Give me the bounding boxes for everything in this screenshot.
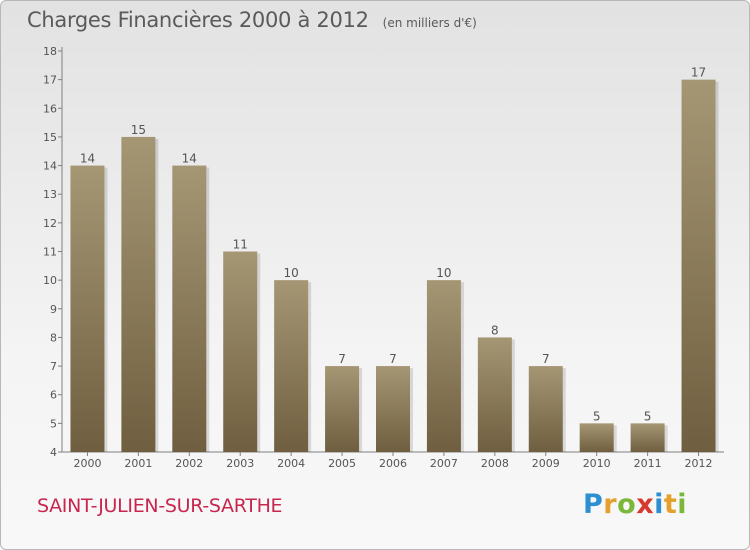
bar (681, 79, 716, 453)
x-tick-label: 2005 (328, 457, 356, 470)
y-tick-label: 11 (43, 246, 57, 259)
bar (477, 337, 512, 452)
data-label: 14 (80, 152, 95, 166)
y-tick-label: 13 (43, 188, 57, 201)
y-tick-label: 16 (43, 102, 57, 115)
x-tick-label: 2000 (73, 457, 101, 470)
data-label: 10 (436, 266, 451, 280)
x-tick-label: 2006 (379, 457, 407, 470)
y-tick-label: 10 (43, 274, 57, 287)
y-tick-label: 14 (43, 160, 57, 173)
y-tick-label: 8 (50, 331, 57, 344)
commune-name: SAINT-JULIEN-SUR-SARTHE (37, 495, 283, 517)
logo-letter: o (617, 489, 637, 520)
logo-letter: P (583, 489, 604, 520)
data-label: 7 (338, 352, 346, 366)
x-tick-label: 2010 (583, 457, 611, 470)
logo-letter: t (663, 489, 678, 520)
y-tick-label: 4 (50, 446, 57, 459)
data-label: 17 (691, 66, 706, 80)
bar (121, 136, 156, 452)
bar (274, 280, 309, 452)
y-tick-label: 7 (50, 360, 57, 373)
x-tick-label: 2009 (532, 457, 560, 470)
bar (579, 423, 614, 452)
y-tick-label: 15 (43, 131, 57, 144)
chart-title-block: Charges Financières 2000 à 2012 (en milli… (27, 8, 477, 32)
y-tick-label: 5 (50, 417, 57, 430)
y-tick-label: 18 (43, 45, 57, 58)
y-tick-label: 6 (50, 389, 57, 402)
x-tick-label: 2004 (277, 457, 305, 470)
data-label: 7 (389, 352, 397, 366)
proxiti-logo[interactable]: Proxiti (583, 489, 687, 520)
data-label: 10 (284, 266, 299, 280)
data-label: 5 (644, 409, 652, 423)
x-tick-label: 2011 (634, 457, 662, 470)
bar (630, 423, 665, 452)
x-tick-label: 2001 (124, 457, 152, 470)
y-tick-label: 9 (50, 303, 57, 316)
bar (528, 366, 563, 452)
bar (70, 165, 105, 453)
bar (172, 165, 207, 453)
data-label: 11 (233, 238, 248, 252)
bar (223, 251, 258, 452)
x-tick-label: 2007 (430, 457, 458, 470)
data-label: 5 (593, 409, 601, 423)
bar (325, 366, 360, 452)
data-label: 14 (182, 152, 197, 166)
bar (376, 366, 410, 452)
data-label: 15 (131, 123, 146, 137)
x-tick-label: 2003 (226, 457, 254, 470)
x-tick-label: 2008 (481, 457, 509, 470)
chart-title: Charges Financières 2000 à 2012 (27, 8, 369, 32)
y-tick-label: 12 (43, 217, 57, 230)
x-tick-label: 2002 (175, 457, 203, 470)
chart-subtitle: (en milliers d'€) (382, 16, 477, 30)
bar (426, 280, 461, 452)
logo-letter: i (677, 489, 688, 520)
logo-letter: i (654, 489, 664, 520)
data-label: 8 (491, 323, 499, 337)
logo-letter: r (603, 489, 618, 520)
x-tick-label: 2012 (685, 457, 713, 470)
data-label: 7 (542, 352, 550, 366)
y-tick-label: 17 (43, 74, 57, 87)
logo-letter: x (636, 489, 655, 520)
